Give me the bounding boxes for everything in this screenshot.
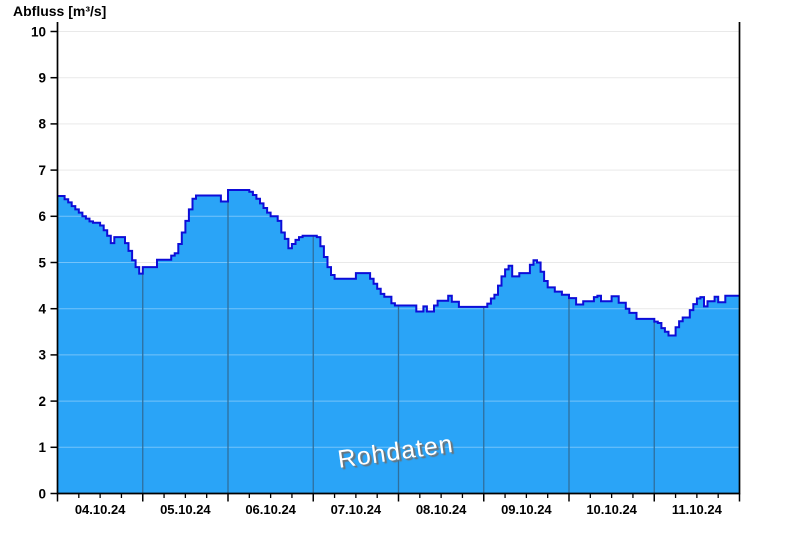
x-tick-label: 07.10.24 xyxy=(331,502,382,517)
x-tick-label: 05.10.24 xyxy=(160,502,211,517)
series-line xyxy=(57,189,740,337)
y-tick-label: 1 xyxy=(38,440,46,455)
y-tick-label: 0 xyxy=(38,486,46,501)
x-tick-label: 10.10.24 xyxy=(586,502,637,517)
y-tick-label: 2 xyxy=(38,394,46,409)
chart-title: Abfluss [m³/s] xyxy=(13,3,107,19)
x-tick-label: 11.10.24 xyxy=(672,502,723,517)
y-tick-label: 4 xyxy=(38,302,46,317)
y-tick-label: 8 xyxy=(38,117,46,132)
y-tick-label: 10 xyxy=(31,24,46,39)
x-tick-label: 08.10.24 xyxy=(416,502,467,517)
y-tick-label: 7 xyxy=(38,163,46,178)
y-tick-label: 6 xyxy=(38,209,46,224)
x-tick-label: 06.10.24 xyxy=(245,502,296,517)
x-tick-label: 04.10.24 xyxy=(75,502,126,517)
y-tick-label: 9 xyxy=(38,71,46,86)
x-tick-label: 09.10.24 xyxy=(501,502,552,517)
y-tick-label: 5 xyxy=(38,255,46,270)
y-tick-label: 3 xyxy=(38,348,46,363)
